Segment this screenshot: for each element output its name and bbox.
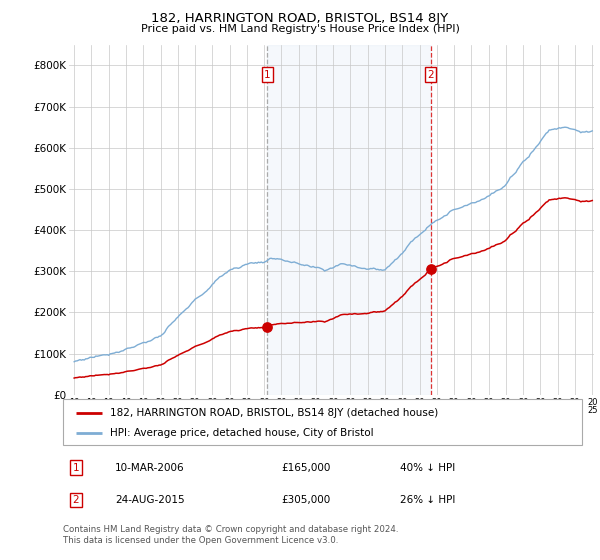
Point [426, 265, 436, 274]
Point [263, 323, 272, 332]
Text: HPI: Average price, detached house, City of Bristol: HPI: Average price, detached house, City… [110, 428, 373, 438]
Text: 1: 1 [264, 69, 271, 80]
Text: 40% ↓ HPI: 40% ↓ HPI [400, 463, 455, 473]
Text: 24-AUG-2015: 24-AUG-2015 [115, 495, 185, 505]
Text: £165,000: £165,000 [281, 463, 331, 473]
Text: 182, HARRINGTON ROAD, BRISTOL, BS14 8JY: 182, HARRINGTON ROAD, BRISTOL, BS14 8JY [151, 12, 449, 25]
Text: Contains HM Land Registry data © Crown copyright and database right 2024.
This d: Contains HM Land Registry data © Crown c… [63, 525, 398, 545]
Text: 26% ↓ HPI: 26% ↓ HPI [400, 495, 456, 505]
Text: 2: 2 [73, 495, 79, 505]
Text: 1: 1 [73, 463, 79, 473]
Text: £305,000: £305,000 [281, 495, 330, 505]
Text: Price paid vs. HM Land Registry's House Price Index (HPI): Price paid vs. HM Land Registry's House … [140, 24, 460, 34]
Text: 10-MAR-2006: 10-MAR-2006 [115, 463, 185, 473]
Text: 2: 2 [427, 69, 434, 80]
Text: 182, HARRINGTON ROAD, BRISTOL, BS14 8JY (detached house): 182, HARRINGTON ROAD, BRISTOL, BS14 8JY … [110, 408, 438, 418]
Bar [268, 45, 431, 395]
FancyBboxPatch shape [63, 399, 582, 445]
